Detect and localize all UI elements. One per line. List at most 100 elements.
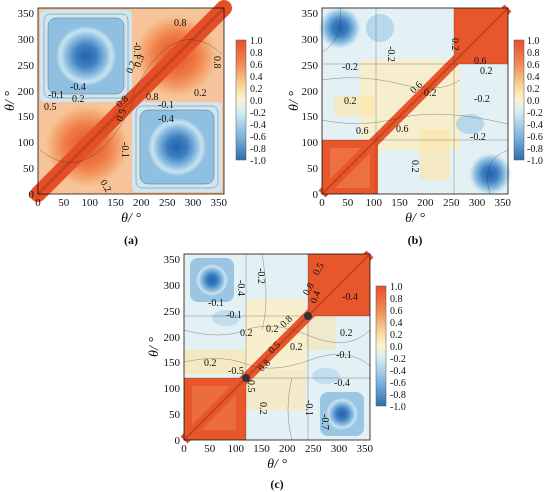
colorbar-tick: -1.0 [527,156,543,167]
contour-label: 0.2 [257,402,268,415]
y-tick-label: 50 [169,409,181,421]
contour-label: 0.2 [449,38,460,51]
colorbar-tick: -0.2 [250,108,266,119]
x-tick-label: 0 [181,443,187,455]
x-tick-label: 150 [253,443,270,455]
colorbar-tick: -1.0 [250,156,266,167]
panel-a-y-ticks: 0 50 100 150 200 250 300 350 [18,8,35,201]
panel-a-heatmap [30,0,232,202]
contour-label: 0.5 [132,54,147,70]
contour-label: -0.1 [303,400,314,416]
y-tick-label: 150 [302,111,319,123]
contour-label: -0.1 [119,142,130,158]
panel-c-colorbar: 1.0 0.8 0.6 0.4 0.2 0.0 -0.2 -0.4 -0.6 -… [375,282,406,413]
x-tick-label: 200 [279,443,296,455]
x-tick-label: 150 [107,197,124,209]
x-tick-label: 100 [365,197,382,209]
contour-label: -0.1 [158,100,174,111]
x-tick-label: 350 [357,443,374,455]
y-tick-label: 0 [29,189,35,201]
colorbar-tick: -0.4 [250,120,266,131]
colorbar-tick: 0.8 [250,48,263,59]
contour-label: 0.4 [308,290,323,306]
y-tick-label: 250 [18,60,35,72]
x-tick-label: 100 [227,443,244,455]
contour-label: 0.6 [356,126,369,137]
y-tick-label: 100 [18,137,35,149]
x-tick-label: 0 [319,197,325,209]
x-tick-label: 250 [443,197,460,209]
colorbar-tick: -1.0 [390,402,406,413]
y-tick-label: 100 [302,137,319,149]
colorbar-tick: 1.0 [527,36,540,47]
y-tick-label: 350 [18,8,35,20]
y-axis-label: θ/ ° [147,337,162,357]
colorbar-tick: 0.0 [390,342,403,353]
x-axis-label: θ/ ° [405,211,425,226]
colorbar-tick: 0.0 [250,96,263,107]
y-tick-label: 50 [23,163,35,175]
y-tick-label: 50 [307,163,319,175]
panel-b-colorbar: 1.0 0.8 0.6 0.4 0.2 0.0 -0.2 -0.4 -0.6 -… [513,36,543,167]
y-tick-label: 200 [164,332,181,344]
colorbar-tick: -0.6 [250,132,266,143]
colorbar-tick: 0.0 [527,96,540,107]
colorbar-tick: 0.6 [250,60,263,71]
x-tick-label: 50 [204,443,216,455]
contour-label: -0.4 [334,378,350,389]
y-tick-label: 350 [164,254,181,266]
contour-label: -0.1 [226,310,242,321]
x-tick-label: 250 [159,197,176,209]
colorbar-tick: -0.8 [250,144,266,155]
x-tick-label: 300 [185,197,202,209]
colorbar-tick: -0.6 [527,132,543,143]
colorbar-tick: 0.2 [527,84,540,95]
panel-c-annotations: -0.2 -0.4 0.5 0.8 -0.1 0.4 -0.1 -0.4 0.2… [204,261,358,430]
x-tick-label: 0 [35,197,41,209]
y-tick-label: 250 [302,60,319,72]
x-tick-label: 250 [305,443,322,455]
contour-label: -0.2 [255,268,266,284]
x-axis-label: θ/ ° [267,457,287,472]
contour-label: -0.1 [336,350,352,361]
x-tick-label: 350 [495,197,512,209]
contour-label: 0.2 [409,160,420,173]
colorbar-tick: 0.4 [390,318,403,329]
y-tick-label: 300 [302,34,319,46]
x-tick-label: 200 [417,197,434,209]
panel-b-heatmap [318,4,512,198]
y-tick-label: 150 [164,357,181,369]
colorbar-tick: -0.8 [390,390,406,401]
x-axis-label: θ/ ° [121,211,141,226]
colorbar-tick: 1.0 [250,36,263,47]
x-tick-label: 50 [58,197,70,209]
contour-label: -0.4 [235,280,246,296]
x-tick-label: 350 [211,197,228,209]
colorbar-tick: 0.4 [250,72,263,83]
panel-a-colorbar: 1.0 0.8 0.6 0.4 0.2 0.0 -0.2 -0.4 -0.6 -… [235,36,266,167]
y-tick-label: 250 [164,306,181,318]
colorbar-tick: -0.4 [390,366,406,377]
contour-label: 0.5 [114,108,129,124]
contour-label: 0.2 [344,96,357,107]
colorbar-tick: 0.8 [527,48,540,59]
contour-label: 0.5 [245,380,256,393]
x-tick-label: 300 [331,443,348,455]
panel-label: (a) [124,233,138,247]
colorbar-tick: 1.0 [390,282,403,293]
y-tick-label: 150 [18,111,35,123]
colorbar-tick: 0.2 [250,84,263,95]
colorbar-tick: -0.6 [390,378,406,389]
contour-label: 0.5 [44,102,57,113]
panel-b-y-ticks: 0 50 100 150 200 250 300 350 [302,8,319,201]
x-tick-label: 200 [133,197,150,209]
contour-label: 0.8 [211,56,222,69]
y-axis-label: θ/ ° [3,91,18,111]
contour-label: -0.1 [208,298,224,309]
panel-b: -0.2 0.2 0.6 -0.2 0.2 0.2 0.6 -0.2 0.2 0… [287,4,543,247]
colorbar-tick: -0.8 [527,144,543,155]
panel-c-heatmap [180,250,374,444]
panel-b-x-ticks: 0 50 100 150 200 250 300 350 [319,197,511,209]
contour-label: -0.5 [228,366,244,377]
